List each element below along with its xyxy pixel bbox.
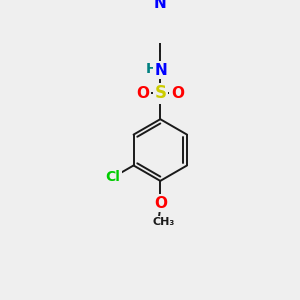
Text: S: S <box>154 85 166 103</box>
Text: N: N <box>155 63 167 78</box>
Text: CH₃: CH₃ <box>153 217 175 227</box>
Text: Cl: Cl <box>105 170 120 184</box>
Text: O: O <box>154 196 167 211</box>
Text: O: O <box>171 86 184 101</box>
Text: H: H <box>146 62 158 76</box>
Text: O: O <box>136 86 150 101</box>
Text: N: N <box>154 0 167 11</box>
